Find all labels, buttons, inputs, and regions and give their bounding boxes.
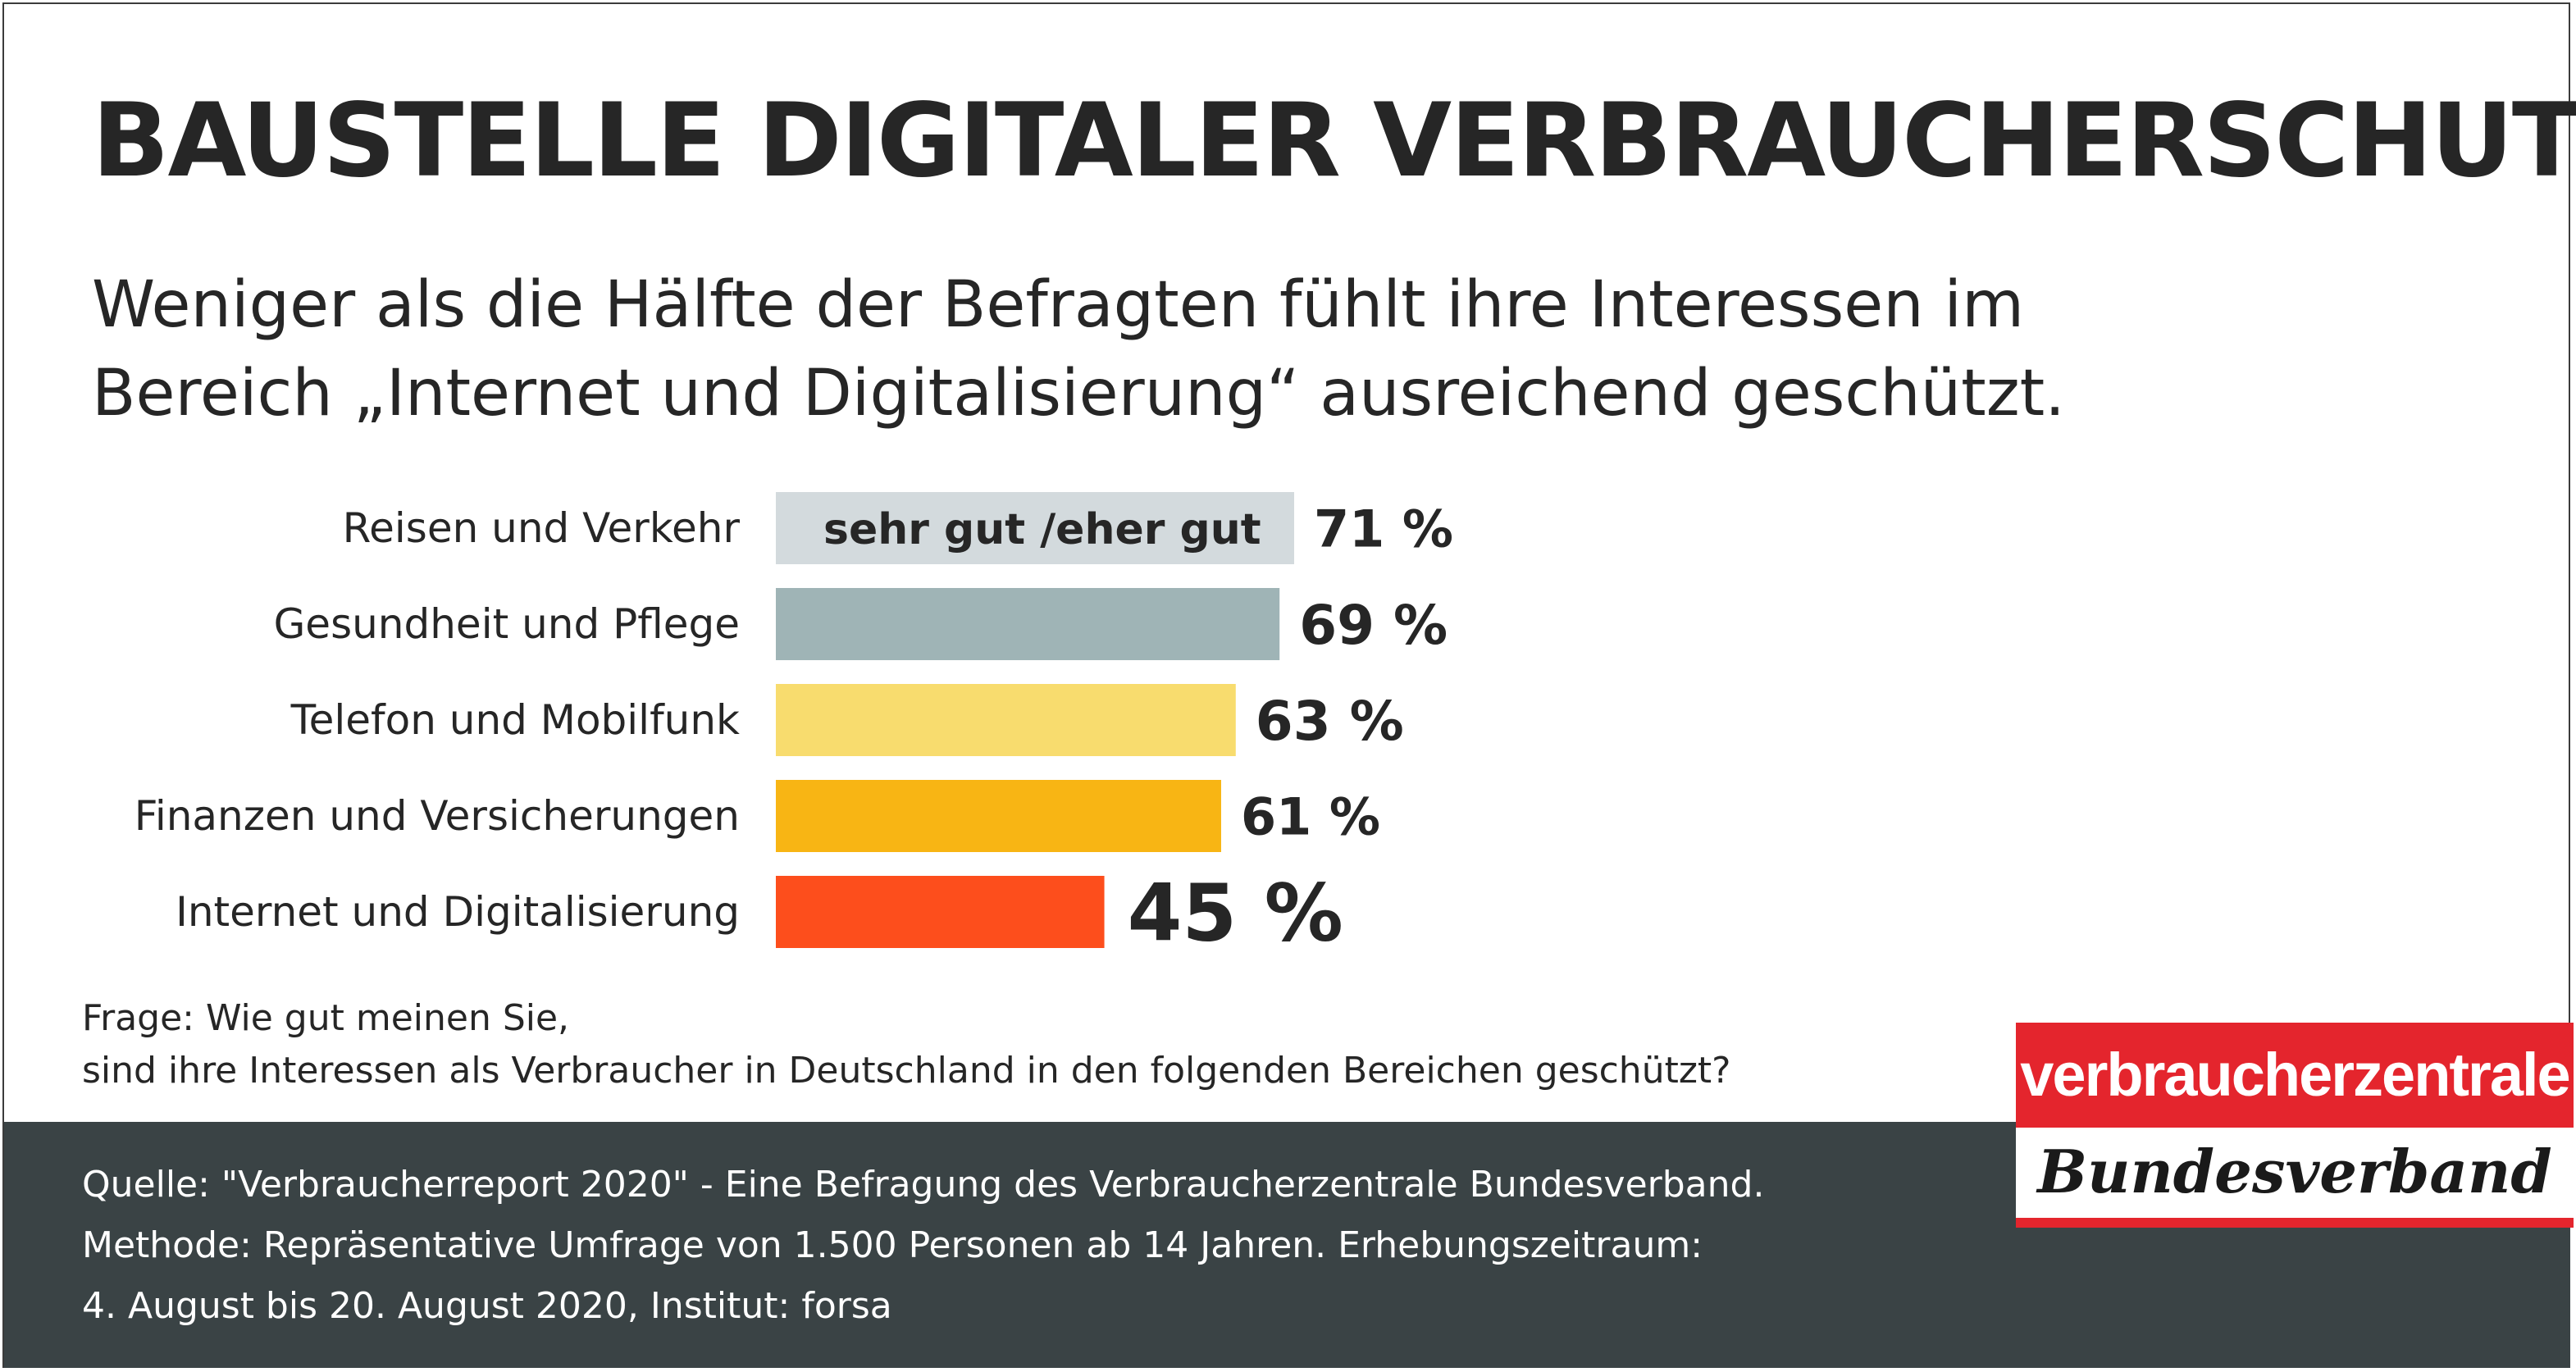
category-label: Internet und Digitalisierung [176, 888, 740, 936]
footer-method: Methode: Repräsentative Umfrage von 1.50… [82, 1224, 1703, 1266]
bar [776, 492, 1294, 564]
vzbv-logo: verbraucherzentrale Bundesverband [2016, 1023, 2574, 1228]
value-label: 45 % [1128, 868, 1343, 959]
category-label: Finanzen und Versicherungen [134, 792, 740, 840]
bar [776, 780, 1221, 852]
logo-subtitle: Bundesverband [2037, 1137, 2552, 1206]
question-line-1: Frage: Wie gut meinen Sie, [82, 997, 570, 1039]
footer-period: 4. August bis 20. August 2020, Institut:… [82, 1285, 892, 1327]
chart-title: BAUSTELLE DIGITALER VERBRAUCHERSCHUTZ [92, 82, 2576, 200]
value-label: 69 % [1299, 594, 1448, 657]
subtitle-line-1: Weniger als die Hälfte der Befragten füh… [92, 268, 2025, 342]
bar [776, 684, 1236, 756]
category-label: Telefon und Mobilfunk [290, 696, 740, 744]
subtitle-line-2: Bereich „Internet und Digitalisierung“ a… [92, 357, 2066, 431]
footer-notes: Quelle: "Verbraucherreport 2020" - Eine … [82, 1155, 1968, 1337]
bar [776, 588, 1280, 660]
value-label: 71 % [1314, 499, 1453, 558]
category-label: Reisen und Verkehr [343, 504, 741, 552]
logo-underline [2016, 1218, 2574, 1228]
category-label: Gesundheit und Pflege [274, 600, 740, 648]
bar [776, 876, 1105, 948]
survey-question: Frage: Wie gut meinen Sie, sind ihre Int… [82, 992, 1886, 1097]
footer-source: Quelle: "Verbraucherreport 2020" - Eine … [82, 1164, 1765, 1206]
question-line-2: sind ihre Interessen als Verbraucher in … [82, 1050, 1731, 1092]
value-label: 63 % [1256, 690, 1404, 753]
chart-subtitle: Weniger als die Hälfte der Befragten füh… [92, 261, 2306, 438]
value-label: 61 % [1241, 786, 1380, 846]
logo-wordmark: verbraucherzentrale [2016, 1023, 2574, 1128]
in-bar-label: sehr gut /eher gut [823, 505, 1261, 554]
